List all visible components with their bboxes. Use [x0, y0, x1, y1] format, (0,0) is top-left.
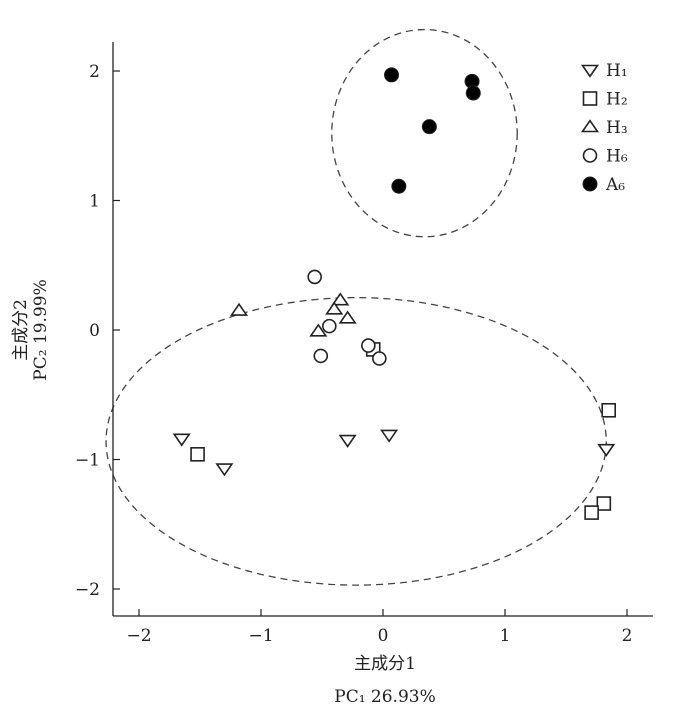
point-series1-4: [380, 429, 399, 443]
legend: H₁ H₂ H₃ H₆ A₆: [580, 61, 628, 195]
point-series4-4: [361, 338, 376, 353]
point-series4-2: [322, 318, 337, 334]
point-series2-1: [190, 447, 205, 462]
point-series1-1: [172, 433, 191, 447]
legend-label-5: A₆: [605, 175, 625, 195]
cluster-ellipse-2: [105, 296, 607, 586]
point-series4-1: [307, 269, 322, 285]
point-series2-3: [601, 402, 617, 418]
point-series2-5: [584, 505, 599, 520]
y-tick-label: 1: [89, 192, 100, 212]
point-series3-2: [331, 292, 350, 306]
legend-marker-3: [580, 119, 600, 133]
x-tick-label: 2: [622, 626, 633, 646]
point-series5-5: [391, 178, 407, 194]
x-tick-label: 0: [378, 626, 389, 646]
y-tick-label: −2: [75, 580, 100, 600]
x-axis-title-line1: 主成分1: [354, 654, 416, 674]
y-tick-label: 0: [89, 321, 100, 341]
y-tick-label: −1: [75, 451, 100, 471]
point-series3-3: [325, 301, 344, 315]
x-tick-label: 1: [500, 626, 511, 646]
y-axis-title-line2: PC₂ 19.99%: [31, 279, 51, 381]
data-points: [172, 67, 617, 520]
x-tick-label: −1: [248, 626, 273, 646]
point-series5-4: [421, 119, 437, 135]
point-series4-3: [313, 348, 329, 364]
point-series4-5: [372, 351, 387, 366]
legend-label-1: H₁: [606, 61, 628, 81]
x-tick-label: −2: [126, 626, 151, 646]
legend-label-4: H₆: [606, 147, 628, 167]
y-axis-title-line1: 主成分2: [11, 299, 31, 361]
point-series1-2: [215, 463, 234, 477]
point-series1-3: [338, 434, 357, 448]
point-series3-5: [309, 323, 328, 337]
legend-marker-2: [582, 91, 598, 106]
cluster-ellipses: [105, 28, 607, 586]
legend-label-2: H₂: [606, 90, 628, 110]
legend-marker-5: [582, 176, 598, 192]
y-tick-label: 2: [89, 62, 100, 82]
cluster-ellipse-1: [331, 28, 518, 238]
point-series5-1: [384, 67, 400, 83]
point-series1-5: [597, 443, 616, 457]
point-series3-1: [230, 302, 249, 316]
axes: −2 −1 0 1 2 −2 −1 0 1 2: [75, 42, 653, 646]
legend-marker-4: [582, 148, 598, 163]
point-series5-3: [465, 85, 481, 101]
point-series3-4: [338, 310, 357, 324]
x-axis-title-line2: PC₁ 26.93%: [334, 687, 436, 707]
point-series2-4: [596, 496, 612, 511]
legend-label-3: H₃: [606, 118, 628, 138]
legend-marker-1: [580, 64, 600, 78]
